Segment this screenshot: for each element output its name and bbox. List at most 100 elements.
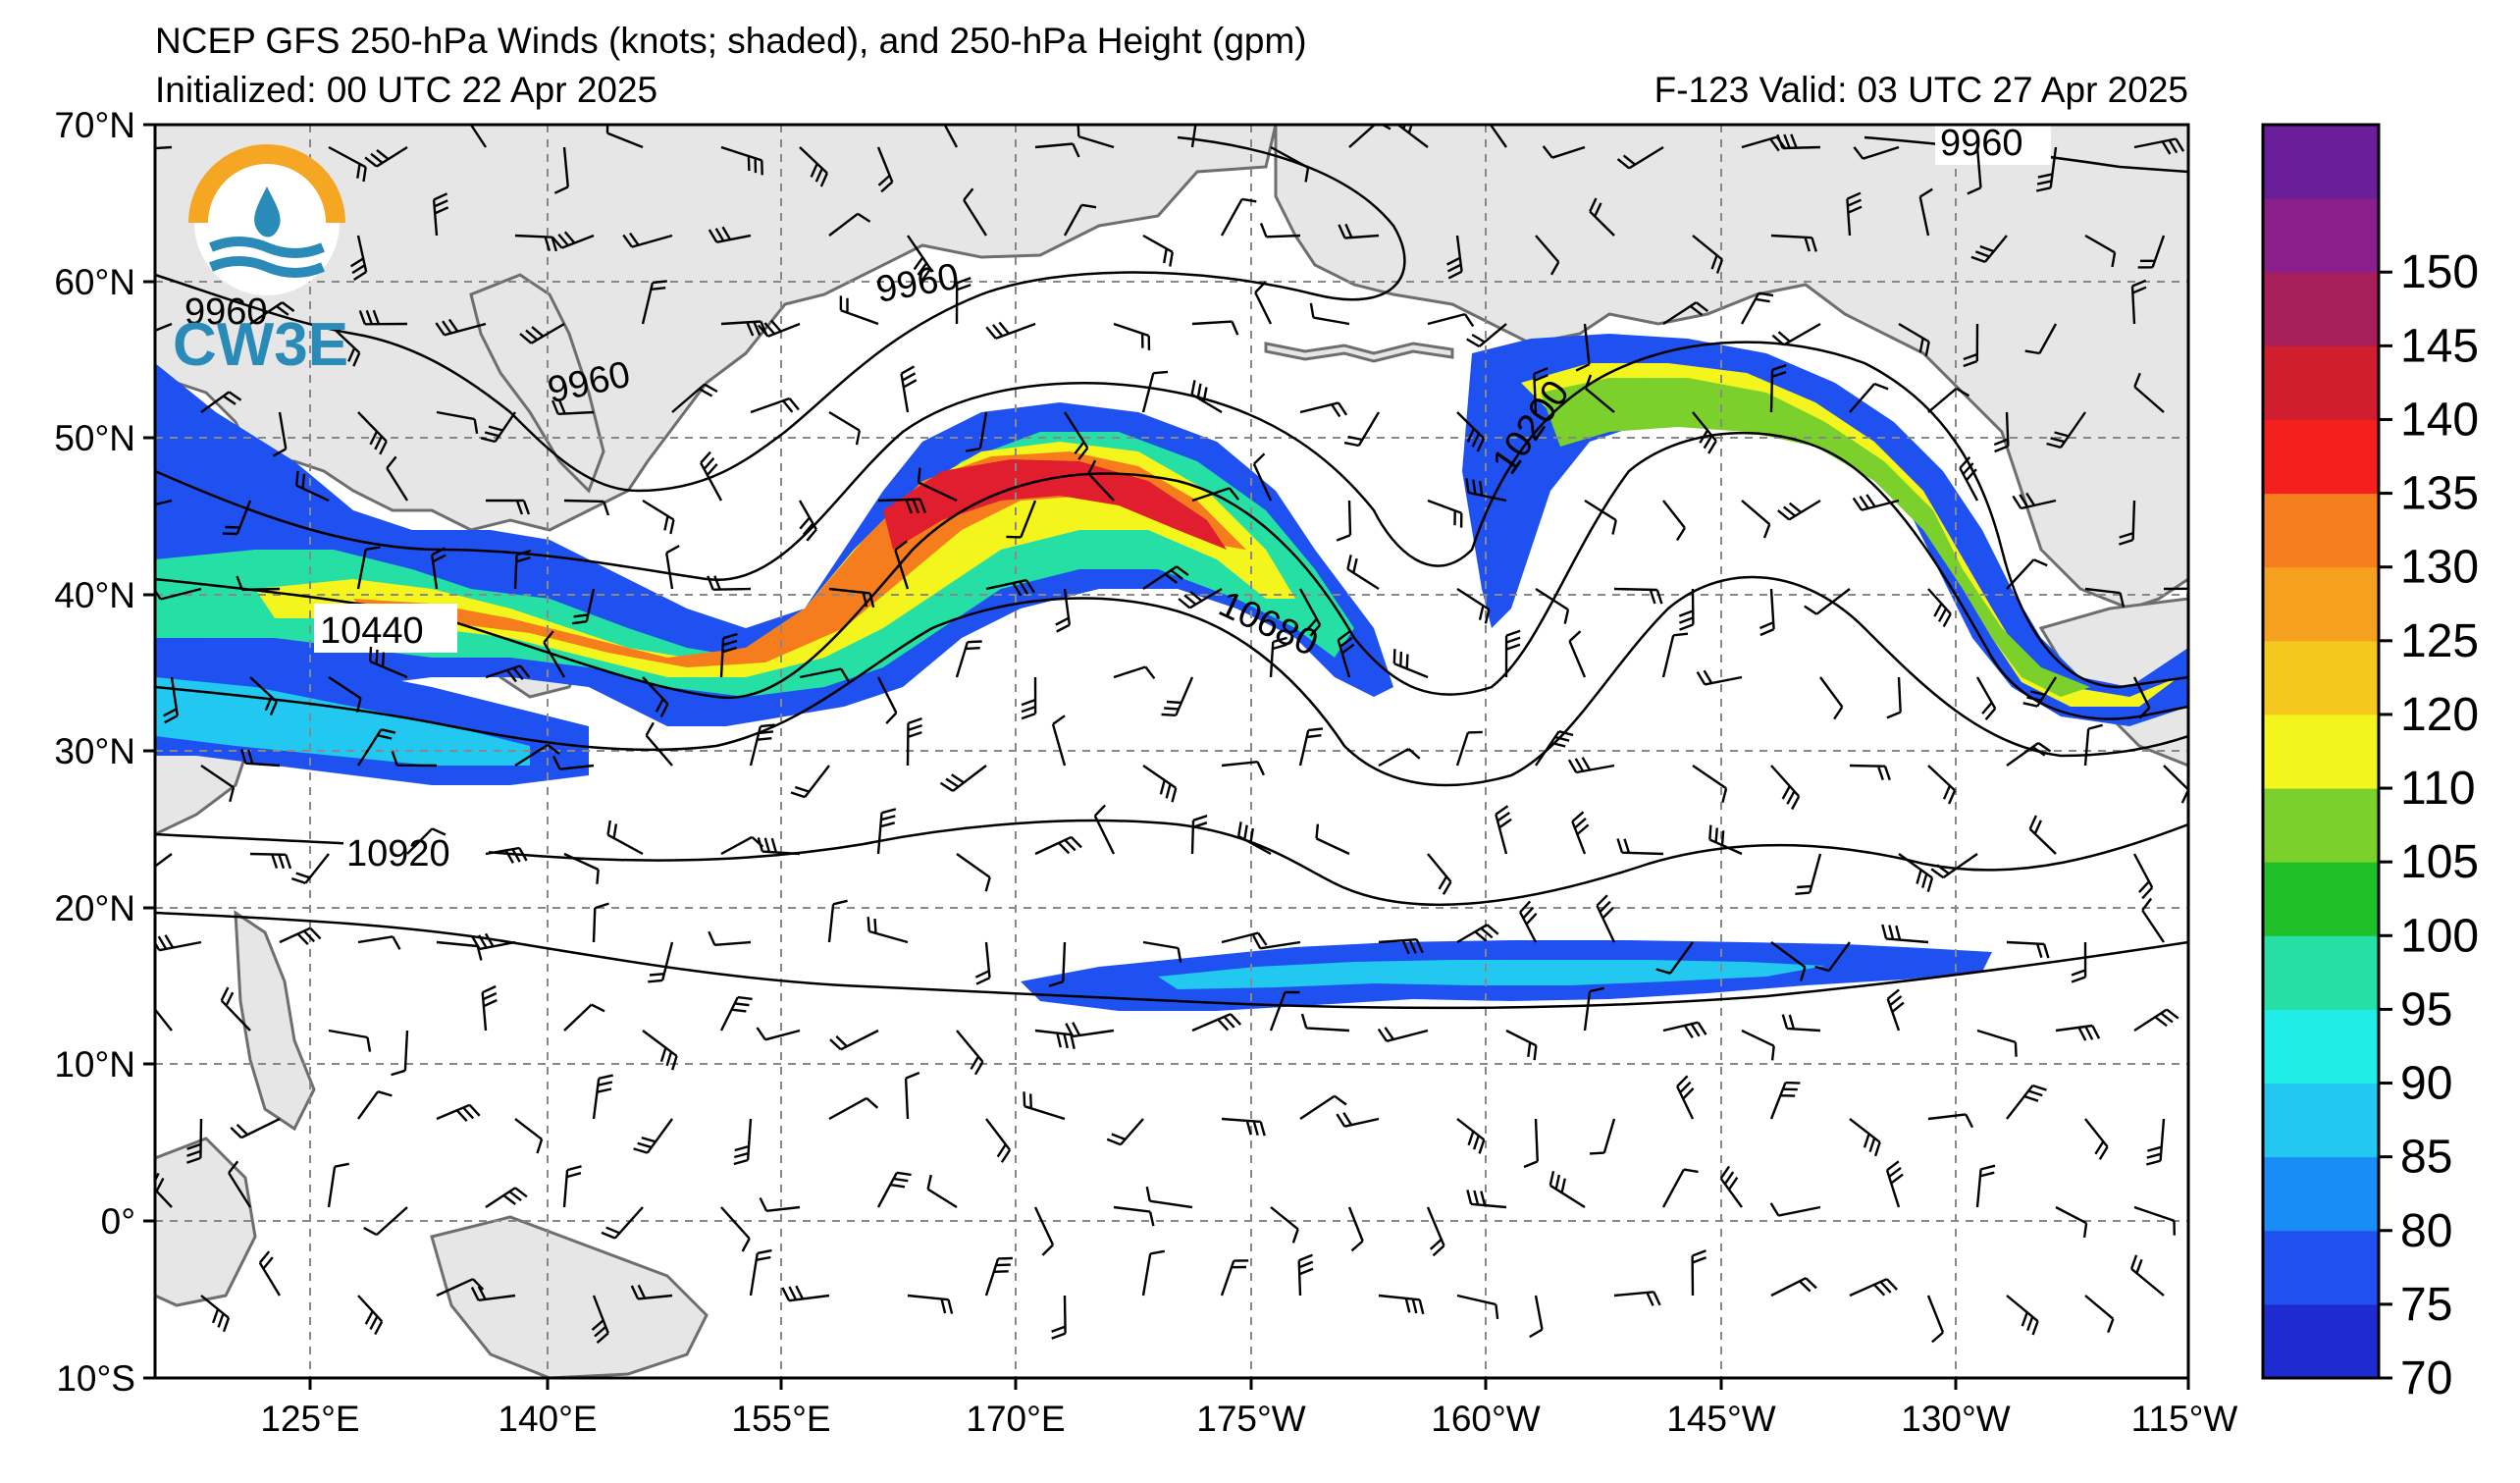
wind-barb xyxy=(155,499,173,506)
wind-barb xyxy=(200,765,236,803)
wind-barb xyxy=(1849,1278,1898,1298)
jet-east-green xyxy=(1541,378,2090,697)
wind-barb xyxy=(733,1118,753,1166)
wind-barb xyxy=(249,301,295,325)
wind-barb xyxy=(1769,1081,1801,1120)
wind-barb xyxy=(155,322,173,333)
contour-label-10920: 10920 xyxy=(346,833,450,874)
colorbar-tick-label: 70 xyxy=(2400,1352,2452,1404)
wind-barb xyxy=(1465,478,1507,503)
wind-barb xyxy=(648,941,674,983)
colorbar-segment xyxy=(2263,419,2379,495)
wind-barb xyxy=(1589,1118,1616,1155)
wind-barb xyxy=(2006,558,2048,590)
wind-barb xyxy=(2084,1295,2115,1334)
valid-time: F-123 Valid: 03 UTC 27 Apr 2025 xyxy=(1654,70,2188,110)
wind-barb xyxy=(601,1206,644,1240)
lat-label: 70°N xyxy=(54,105,135,145)
logo-wave-icon xyxy=(209,237,325,258)
wind-barb xyxy=(827,899,848,943)
wind-barb xyxy=(1298,727,1324,767)
wind-barb xyxy=(1584,499,1617,535)
jet-west-low-cyan xyxy=(155,677,530,766)
wind-barb xyxy=(708,930,752,946)
wind-barb xyxy=(642,1030,678,1071)
wind-barb xyxy=(1533,367,1549,413)
wind-barb xyxy=(200,1295,231,1333)
wind-barb xyxy=(1519,900,1538,943)
wind-barb xyxy=(1676,1075,1695,1120)
wind-barb xyxy=(592,902,609,943)
wind-barb xyxy=(829,1029,879,1051)
wind-barb xyxy=(431,547,446,590)
wind-barb xyxy=(633,1118,673,1154)
wind-barb xyxy=(1886,676,1902,719)
wind-barb xyxy=(707,575,752,591)
wind-barb xyxy=(406,827,446,855)
wind-barb xyxy=(1567,757,1615,774)
wind-barb xyxy=(1298,588,1322,637)
wind-barb xyxy=(798,500,817,542)
wind-barb xyxy=(1299,1094,1347,1120)
wind-barb xyxy=(1343,411,1381,448)
wind-barb xyxy=(1770,765,1801,811)
colorbar-tick-label: 95 xyxy=(2400,983,2452,1035)
wind-barb xyxy=(749,723,775,767)
colorbar-tick-label: 135 xyxy=(2400,468,2479,520)
wind-barb xyxy=(904,1071,920,1120)
wind-barb xyxy=(1771,322,1821,346)
colorbar-segment xyxy=(2263,788,2379,863)
wind-barb xyxy=(220,986,251,1032)
wind-barb xyxy=(1466,323,1507,348)
wind-barb xyxy=(249,676,278,715)
wind-barb xyxy=(1161,676,1194,716)
wind-barb xyxy=(592,1074,613,1120)
lat-labels: 70°N 60°N 50°N 40°N 30°N 20°N 10°N 0° 10… xyxy=(54,105,135,1399)
wind-barb xyxy=(799,146,828,187)
axis-ticks xyxy=(143,123,2190,1390)
wind-barb xyxy=(907,1294,954,1314)
colorbar-ticks: 70 75 80 85 90 95 100 105 110 120 125 130 135 140 145 1… xyxy=(2379,246,2479,1404)
lat-label: 20°N xyxy=(54,888,135,928)
wind-barb xyxy=(2006,742,2052,767)
wind-barb xyxy=(1967,146,1982,195)
wind-barb xyxy=(1087,459,1115,502)
colorbar-frame xyxy=(2261,123,2381,1380)
lat-label: 10°S xyxy=(56,1358,135,1399)
lon-label: 140°E xyxy=(498,1399,597,1439)
lon-label: 160°W xyxy=(1431,1399,1541,1439)
wind-barb xyxy=(1692,411,1717,454)
wind-barb xyxy=(358,309,408,326)
wind-barb xyxy=(155,1007,173,1032)
wind-barb xyxy=(756,1027,801,1041)
wind-barb xyxy=(514,234,558,252)
wind-barb xyxy=(1142,940,1182,963)
wind-barb xyxy=(1959,455,1979,502)
wind-barb xyxy=(955,640,982,678)
wind-barb xyxy=(974,941,991,985)
wind-barb xyxy=(563,499,610,516)
colorbar-segment xyxy=(2263,1156,2379,1232)
wind-barb xyxy=(1770,1277,1817,1298)
wind-barb xyxy=(2163,587,2188,591)
wind-barb xyxy=(757,837,801,856)
wind-barb xyxy=(1661,632,1689,678)
wind-barb xyxy=(1741,1029,1775,1061)
wind-barb xyxy=(876,676,898,724)
contour-9960-west xyxy=(155,135,1406,493)
wind-barb xyxy=(1777,499,1821,521)
colorbar-tick-label: 75 xyxy=(2400,1279,2452,1331)
wind-barb xyxy=(2119,500,2136,546)
wind-barb xyxy=(877,498,927,514)
wind-barb xyxy=(357,1090,393,1120)
wind-barb xyxy=(1269,990,1300,1032)
wind-barb xyxy=(943,125,959,148)
wind-barb xyxy=(2022,676,2058,708)
wind-barb xyxy=(1338,223,1380,239)
wind-barb xyxy=(1575,323,1591,372)
wind-barb xyxy=(1300,1013,1350,1033)
land-newguinea xyxy=(430,1215,709,1378)
wind-barb xyxy=(1849,382,1889,413)
colorbar-tick-label: 100 xyxy=(2400,910,2479,962)
wind-barb xyxy=(356,728,396,767)
